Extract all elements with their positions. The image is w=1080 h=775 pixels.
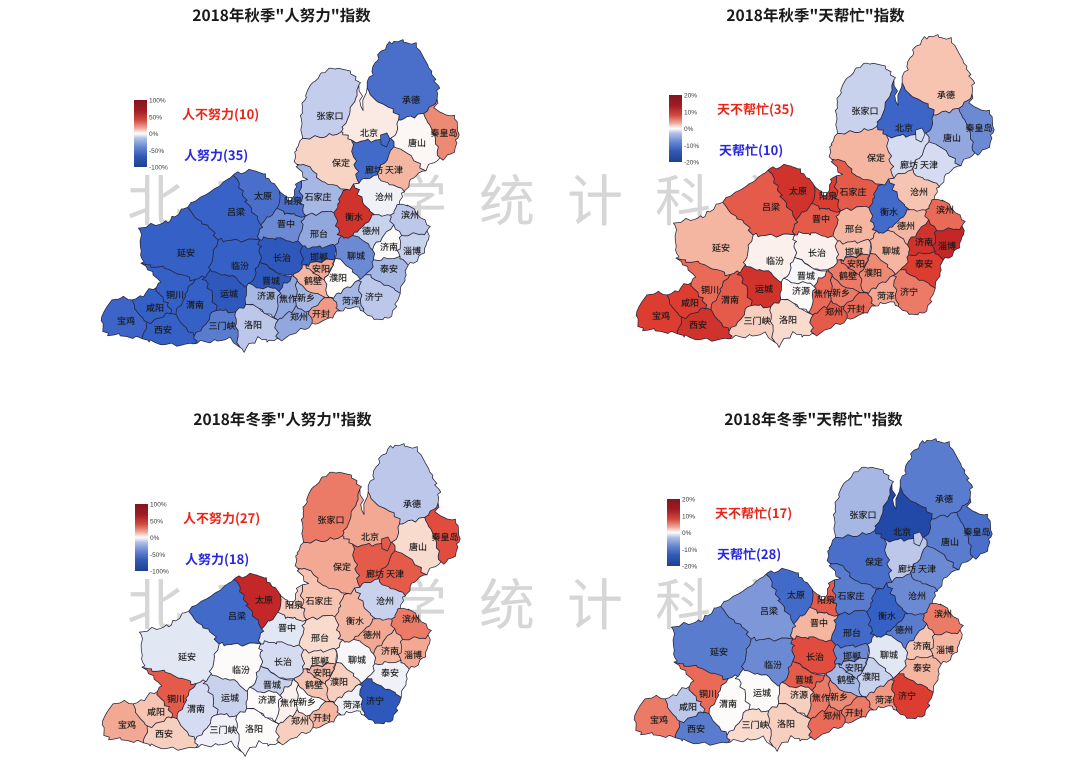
svg-text:20%: 20% [682, 497, 695, 504]
svg-text:-100%: -100% [149, 165, 168, 172]
svg-text:0%: 0% [684, 126, 694, 133]
svg-text:10%: 10% [682, 513, 695, 520]
svg-text:-50%: -50% [149, 148, 164, 155]
svg-text:10%: 10% [684, 109, 697, 116]
svg-text:-20%: -20% [682, 564, 697, 571]
svg-text:50%: 50% [149, 114, 162, 121]
svg-text:100%: 100% [149, 98, 166, 105]
svg-text:0%: 0% [150, 535, 160, 542]
svg-text:-100%: -100% [150, 569, 169, 576]
svg-text:-10%: -10% [682, 547, 697, 554]
svg-text:0%: 0% [149, 131, 159, 138]
svg-text:-50%: -50% [150, 552, 165, 559]
svg-text:50%: 50% [150, 518, 163, 525]
svg-text:100%: 100% [150, 502, 167, 509]
svg-text:20%: 20% [684, 93, 697, 100]
svg-text:-10%: -10% [684, 143, 699, 150]
svg-text:0%: 0% [682, 530, 692, 537]
svg-text:-20%: -20% [684, 160, 699, 167]
